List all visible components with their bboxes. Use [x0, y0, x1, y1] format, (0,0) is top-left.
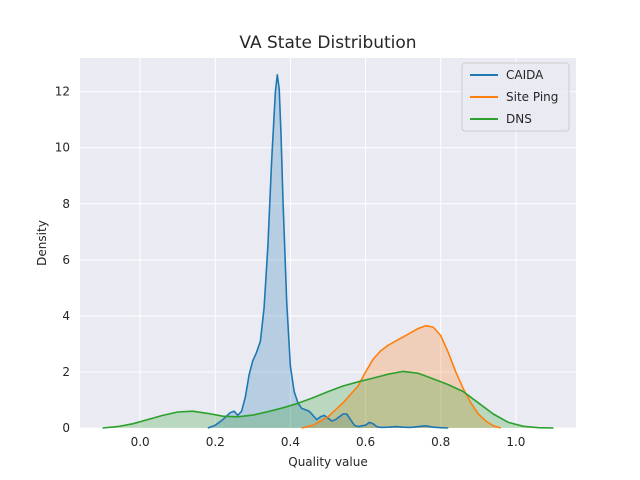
- area-dns: [102, 371, 554, 428]
- x-tick-labels: 0.0 0.2 0.4 0.6 0.8 1.0: [131, 435, 526, 449]
- y-tick-label: 10: [55, 141, 70, 155]
- density-lines: [102, 74, 554, 429]
- chart-title: VA State Distribution: [239, 33, 416, 53]
- x-axis-label: Quality value: [288, 455, 367, 469]
- area-caida: [207, 74, 449, 429]
- legend-label-dns: DNS: [506, 112, 532, 126]
- y-tick-label: 12: [55, 85, 70, 99]
- area-site-ping: [301, 325, 501, 428]
- y-tick-label: 2: [62, 365, 70, 379]
- x-tick-label: 0.0: [131, 435, 150, 449]
- y-tick-labels: 0 2 4 6 8 10 12: [55, 85, 70, 435]
- legend-label-caida: CAIDA: [506, 68, 544, 82]
- y-axis-label: Density: [35, 220, 49, 266]
- line-caida: [207, 74, 449, 429]
- line-site-ping: [301, 324, 502, 429]
- y-tick-label: 0: [62, 421, 70, 435]
- x-tick-label: 0.2: [206, 435, 225, 449]
- y-tick-label: 8: [62, 197, 70, 211]
- y-tick-label: 6: [62, 253, 70, 267]
- legend-box: [461, 62, 570, 132]
- y-tick-label: 4: [62, 309, 70, 323]
- x-tick-label: 0.6: [356, 435, 375, 449]
- line-dns: [102, 370, 554, 429]
- x-tick-label: 0.4: [281, 435, 300, 449]
- legend-label-site-ping: Site Ping: [506, 90, 558, 104]
- x-tick-label: 0.8: [431, 435, 450, 449]
- density-fills: [102, 74, 554, 429]
- legend: CAIDA Site Ping DNS: [461, 62, 570, 132]
- x-tick-label: 1.0: [506, 435, 525, 449]
